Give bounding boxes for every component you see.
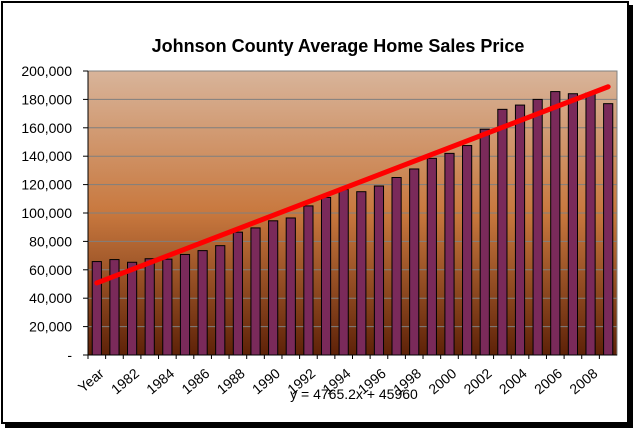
bar-2003 [497, 108, 508, 356]
bar-1999 [426, 157, 437, 356]
y-tick-label: 140,000 [21, 148, 72, 164]
bar-2008 [585, 92, 596, 356]
plot-area: - 20,000 40,000 60,000 80,000 100,000 120,000 1… [21, 63, 618, 397]
bar-2004 [514, 104, 526, 356]
y-tick-label: 160,000 [21, 120, 72, 136]
bar-1985 [179, 253, 191, 356]
x-tick-label: 2008 [566, 365, 600, 397]
bar-2000 [444, 152, 455, 356]
x-tick-label: 1982 [108, 365, 142, 397]
x-tick-label: 1990 [249, 365, 283, 397]
bar-2007 [567, 93, 579, 356]
bar-1996 [373, 185, 385, 356]
y-tick-label: 60,000 [29, 262, 72, 278]
bar-1981 [109, 259, 120, 356]
x-tick-label: 2006 [531, 365, 565, 397]
bar-2002 [479, 128, 490, 356]
bar-1987 [215, 245, 226, 356]
y-tick-label: - [67, 347, 72, 363]
y-tick-label: 200,000 [21, 63, 72, 79]
bar-1993 [320, 196, 332, 356]
y-tick-label: 100,000 [21, 205, 72, 221]
bar-1991 [285, 217, 296, 356]
bar-1982 [126, 261, 138, 356]
x-tick-label: 1986 [178, 365, 212, 397]
bar-1995 [356, 191, 367, 356]
y-tick-label: 180,000 [21, 91, 72, 107]
bar-2001 [462, 145, 473, 356]
bar-1986 [197, 250, 208, 356]
bar-1984 [162, 258, 173, 356]
bar-1994 [338, 189, 349, 356]
y-tick-label: 120,000 [21, 177, 72, 193]
y-tick-label: 40,000 [29, 290, 72, 306]
bar-1990 [268, 220, 279, 356]
trendline-equation: y = 4765.2x + 45960 [290, 386, 418, 402]
bar-1997 [391, 177, 402, 356]
x-tick-label: 2002 [461, 365, 495, 397]
bar-1983 [144, 258, 155, 356]
y-tick-label: 80,000 [29, 233, 72, 249]
bar-2009 [603, 103, 614, 356]
bar-1998 [409, 168, 420, 356]
bar-Year [91, 261, 102, 356]
x-tick-label: 1984 [143, 365, 177, 397]
bar-1989 [250, 227, 261, 356]
bar-1988 [232, 231, 243, 356]
x-tick-label: Year [75, 365, 107, 396]
bar-1992 [303, 205, 314, 356]
x-tick-label: 2000 [425, 365, 459, 397]
bar-2005 [532, 98, 543, 356]
bar-2006 [550, 91, 561, 356]
chart-title: Johnson County Average Home Sales Price [152, 36, 525, 56]
trendline [94, 84, 611, 286]
x-tick-label: 1988 [214, 365, 248, 397]
y-tick-label: 20,000 [29, 319, 72, 335]
x-tick-label: 2004 [496, 365, 530, 397]
